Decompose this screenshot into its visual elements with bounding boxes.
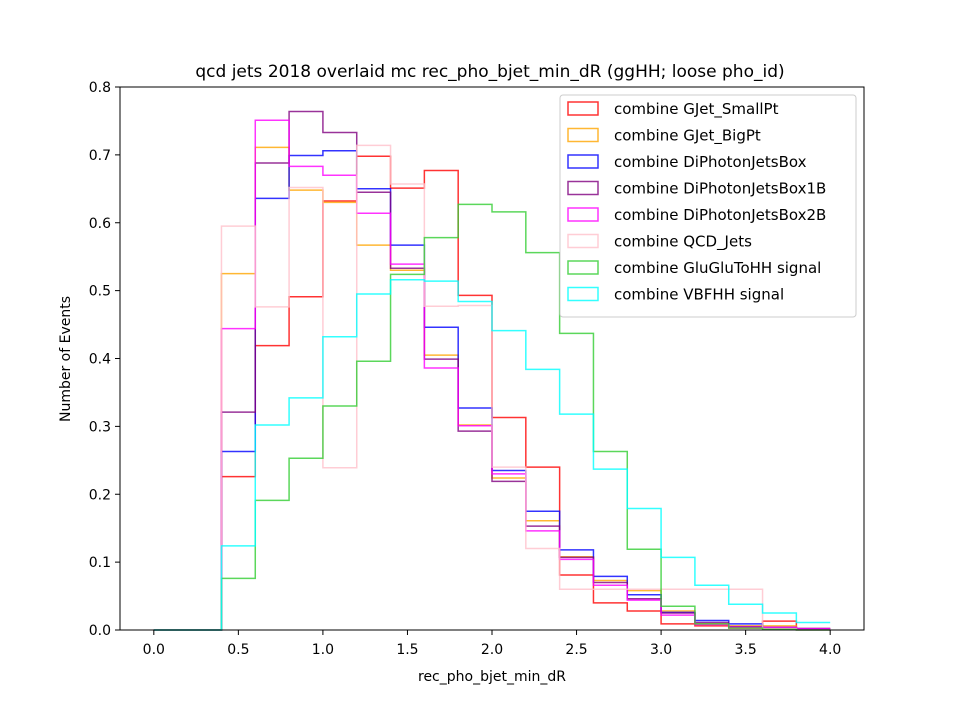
legend-swatch-2	[567, 154, 599, 169]
y-tick-label: 0.4	[89, 352, 111, 368]
x-tick-label: 3.0	[650, 642, 672, 658]
legend-swatch-4	[567, 207, 599, 222]
y-tick-label: 0.1	[89, 555, 111, 571]
legend-entry-2: combine DiPhotonJetsBox	[614, 153, 807, 171]
y-tick-label: 0.0	[89, 623, 111, 639]
x-tick-label: 3.5	[735, 642, 757, 658]
legend-entry-4: combine DiPhotonJetsBox2B	[614, 206, 826, 224]
x-tick-label: 2.5	[565, 642, 587, 658]
legend-swatch-7	[567, 286, 599, 302]
x-tick-label: 0.5	[227, 642, 249, 658]
legend-swatch-3	[567, 180, 599, 196]
legend-entry-0: combine GJet_SmallPt	[614, 100, 779, 119]
x-axis-label: rec_pho_bjet_min_dR	[418, 669, 566, 685]
x-tick-label: 4.0	[819, 642, 841, 658]
legend-swatch-0	[567, 101, 599, 116]
axis-ticks: 0.0 0.5 1.0 1.5 2.0 2.5 3.0 3.5 4.0 0.0 0.1 0.2 0.3 0…	[89, 80, 842, 658]
series-line-5	[153, 144, 831, 631]
series-line-7	[153, 279, 831, 631]
x-tick-label: 2.0	[481, 642, 503, 658]
legend-swatch-6	[567, 260, 599, 275]
legend-box	[559, 94, 857, 318]
legend-entry-6: combine GluGluToHH signal	[614, 259, 821, 277]
y-tick-label: 0.8	[89, 80, 111, 96]
series-layer	[153, 110, 831, 631]
x-tick-label: 0.0	[143, 642, 165, 658]
x-tick-label: 1.0	[312, 642, 334, 658]
y-tick-label: 0.2	[89, 487, 111, 503]
chart-title: qcd jets 2018 overlaid mc rec_pho_bjet_m…	[195, 62, 784, 82]
legend-entry-1: combine GJet_BigPt	[614, 127, 761, 146]
legend-entry-3: combine DiPhotonJetsBox1B	[614, 180, 826, 198]
y-tick-label: 0.7	[89, 148, 111, 164]
legend-entry-7: combine VBFHH signal	[614, 286, 784, 304]
y-axis-label: Number of Events	[58, 296, 74, 422]
y-tick-label: 0.3	[89, 419, 111, 435]
y-tick-label: 0.6	[89, 216, 111, 232]
legend-entry-5: combine QCD_Jets	[614, 233, 752, 252]
series-line-6	[153, 203, 831, 631]
x-tick-label: 1.5	[396, 642, 418, 658]
legend-swatch-1	[567, 127, 599, 143]
y-tick-label: 0.5	[89, 284, 111, 300]
legend-swatch-5	[567, 233, 599, 249]
